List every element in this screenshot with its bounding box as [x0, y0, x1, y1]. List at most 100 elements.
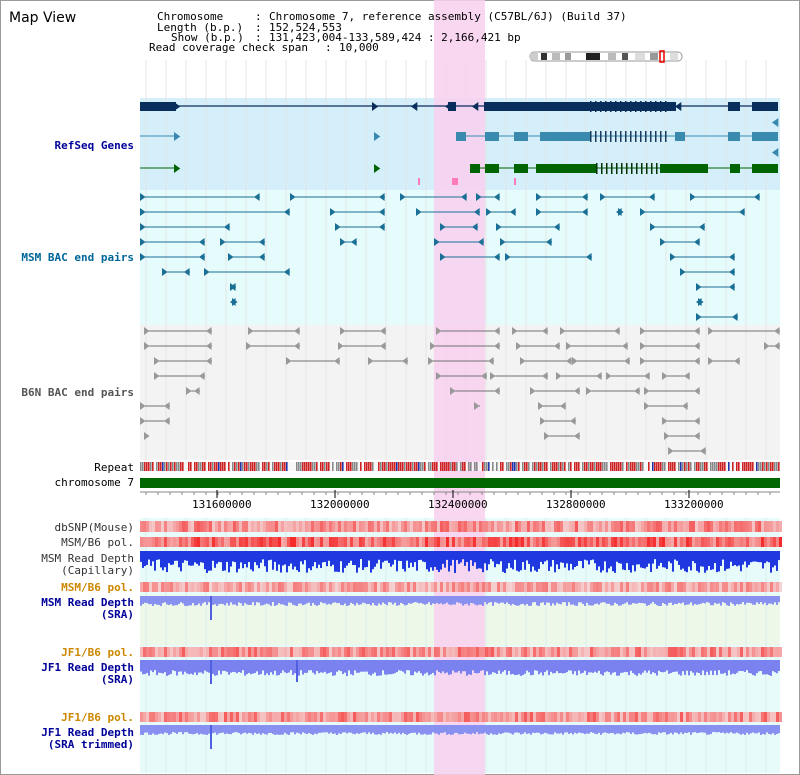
read-depth-bar	[262, 660, 264, 671]
repeat-mark	[602, 462, 604, 471]
bac-end-icon	[650, 223, 656, 231]
polymorphism-density	[638, 647, 641, 657]
polymorphism-density	[392, 537, 395, 547]
polymorphism-density	[491, 582, 494, 592]
read-depth-bar	[466, 725, 468, 734]
read-depth-bar	[230, 596, 232, 603]
gene-exon	[641, 163, 643, 174]
read-depth-bar	[228, 725, 230, 735]
read-depth-bar	[638, 596, 640, 603]
read-depth-bar	[602, 660, 604, 676]
gene-exon	[728, 132, 740, 141]
read-depth-bar	[292, 660, 294, 675]
bac-end-icon	[496, 223, 502, 231]
polymorphism-density	[215, 582, 218, 592]
polymorphism-density	[629, 582, 632, 592]
read-depth-bar	[484, 660, 486, 676]
repeat-mark	[778, 462, 780, 471]
polymorphism-density	[239, 647, 242, 657]
polymorphism-density	[638, 537, 641, 547]
read-depth-bar	[286, 660, 288, 674]
polymorphism-density	[488, 537, 491, 547]
repeat-mark	[170, 462, 172, 471]
polymorphism-density	[512, 647, 515, 657]
repeat-mark	[302, 462, 304, 471]
read-depth-bar	[758, 660, 760, 672]
snp-density	[434, 521, 437, 532]
snp-density	[170, 521, 173, 532]
read-depth-bar	[266, 596, 268, 604]
polymorphism-density	[347, 582, 350, 592]
read-depth-bar	[694, 596, 696, 605]
read-depth-bar	[522, 660, 524, 675]
polymorphism-density	[290, 647, 293, 657]
repeat-mark	[748, 462, 750, 471]
bac-end-icon	[379, 193, 385, 201]
read-depth-bar	[752, 725, 754, 733]
gene-exon	[655, 131, 657, 142]
repeat-mark	[744, 462, 746, 471]
read-depth-bar	[234, 551, 236, 563]
gene-exon	[752, 132, 778, 141]
polymorphism-density	[683, 712, 686, 722]
snp-density	[239, 521, 242, 532]
read-depth-bar	[478, 596, 480, 605]
read-depth-bar	[334, 551, 336, 572]
read-depth-bar	[424, 660, 426, 674]
read-depth-bar	[260, 660, 262, 675]
read-depth-bar	[760, 660, 762, 671]
read-depth-bar	[404, 596, 406, 606]
snp-density	[557, 521, 560, 532]
polymorphism-density	[206, 582, 209, 592]
read-depth-bar	[424, 551, 426, 563]
polymorphism-density	[527, 647, 530, 657]
polymorphism-density	[167, 582, 170, 592]
read-depth-bar	[150, 725, 152, 735]
polymorphism-density	[269, 582, 272, 592]
polymorphism-density	[305, 647, 308, 657]
bac-end-icon	[566, 357, 572, 365]
repeat-mark	[708, 462, 710, 471]
repeat-mark	[426, 462, 428, 471]
track-label-msm-bac[interactable]: MSM BAC end pairs	[21, 251, 134, 264]
read-depth-bar	[292, 596, 294, 605]
track-label-refseq[interactable]: RefSeq Genes	[54, 139, 134, 152]
read-depth-bar	[652, 660, 654, 673]
read-depth-bar	[304, 725, 306, 734]
read-depth-bar	[722, 660, 724, 674]
polymorphism-density	[284, 582, 287, 592]
polymorphism-density	[638, 582, 641, 592]
read-depth-bar	[408, 551, 410, 568]
repeat-mark	[606, 462, 608, 471]
read-depth-bar	[636, 660, 638, 676]
bac-end-icon	[570, 417, 576, 425]
snp-density	[692, 521, 695, 532]
read-depth-bar	[674, 551, 676, 560]
read-depth-bar	[270, 660, 272, 673]
bac-end-icon	[140, 223, 146, 231]
snp-density	[593, 521, 596, 532]
repeat-mark	[774, 462, 776, 471]
read-depth-bar	[272, 596, 274, 603]
read-depth-bar	[692, 551, 694, 562]
read-depth-bar	[258, 725, 260, 734]
polymorphism-density	[230, 582, 233, 592]
track-label-b6n-bac[interactable]: B6N BAC end pairs	[21, 386, 134, 399]
polymorphism-density	[452, 712, 455, 722]
polymorphism-density	[662, 647, 665, 657]
read-depth-bar	[478, 660, 480, 673]
polymorphism-density	[167, 537, 170, 547]
read-depth-bar	[762, 725, 764, 735]
read-depth-bar	[442, 725, 444, 733]
read-depth-bar	[764, 596, 766, 603]
read-depth-bar	[418, 725, 420, 733]
polymorphism-density	[554, 712, 557, 722]
snp-density	[488, 521, 491, 532]
repeat-mark	[660, 462, 662, 471]
read-depth-bar	[776, 596, 778, 605]
repeat-mark	[560, 462, 562, 471]
polymorphism-density	[458, 537, 461, 547]
polymorphism-density	[611, 537, 614, 547]
read-depth-bar	[612, 725, 614, 734]
